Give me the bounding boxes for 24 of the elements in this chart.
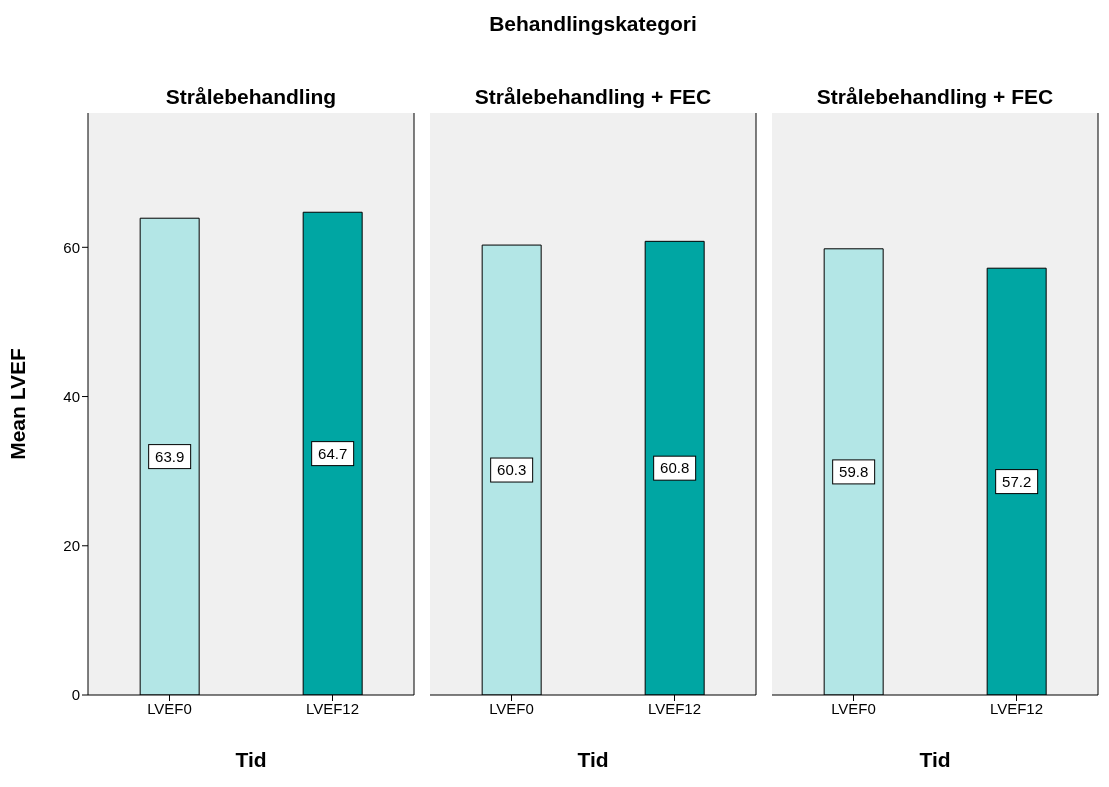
- x-tick-label: LVEF0: [831, 699, 876, 717]
- data-label: 59.8: [839, 462, 869, 480]
- y-tick-label: 40: [63, 387, 80, 405]
- chart-subtitle: Strålebehandling: [164, 85, 338, 109]
- x-tick-label: LVEF12: [305, 699, 360, 717]
- x-axis-title: Tid: [577, 748, 609, 771]
- y-tick-label: 20: [63, 537, 80, 555]
- data-label: 60.3: [497, 461, 527, 479]
- x-tick-label: LVEF0: [489, 699, 534, 717]
- y-tick-label: 60: [63, 238, 80, 256]
- chart-subtitle: Strålebehandling + FEC: [815, 85, 1055, 109]
- data-label: 57.2: [1002, 472, 1032, 490]
- chart-title: Behandlingskategori: [488, 12, 698, 36]
- x-tick-label: LVEF0: [147, 699, 192, 717]
- data-label: 63.9: [155, 447, 185, 465]
- chart-subtitle: Strålebehandling + FEC: [473, 85, 713, 109]
- x-tick-label: LVEF12: [989, 699, 1044, 717]
- x-axis-title: Tid: [919, 748, 951, 771]
- data-label: 60.8: [660, 459, 690, 477]
- y-tick-label: 0: [71, 686, 80, 704]
- data-label: 64.7: [318, 444, 348, 462]
- y-axis-title: Mean LVEF: [6, 348, 30, 460]
- x-tick-label: LVEF12: [647, 699, 702, 717]
- x-axis-title: Tid: [235, 748, 267, 771]
